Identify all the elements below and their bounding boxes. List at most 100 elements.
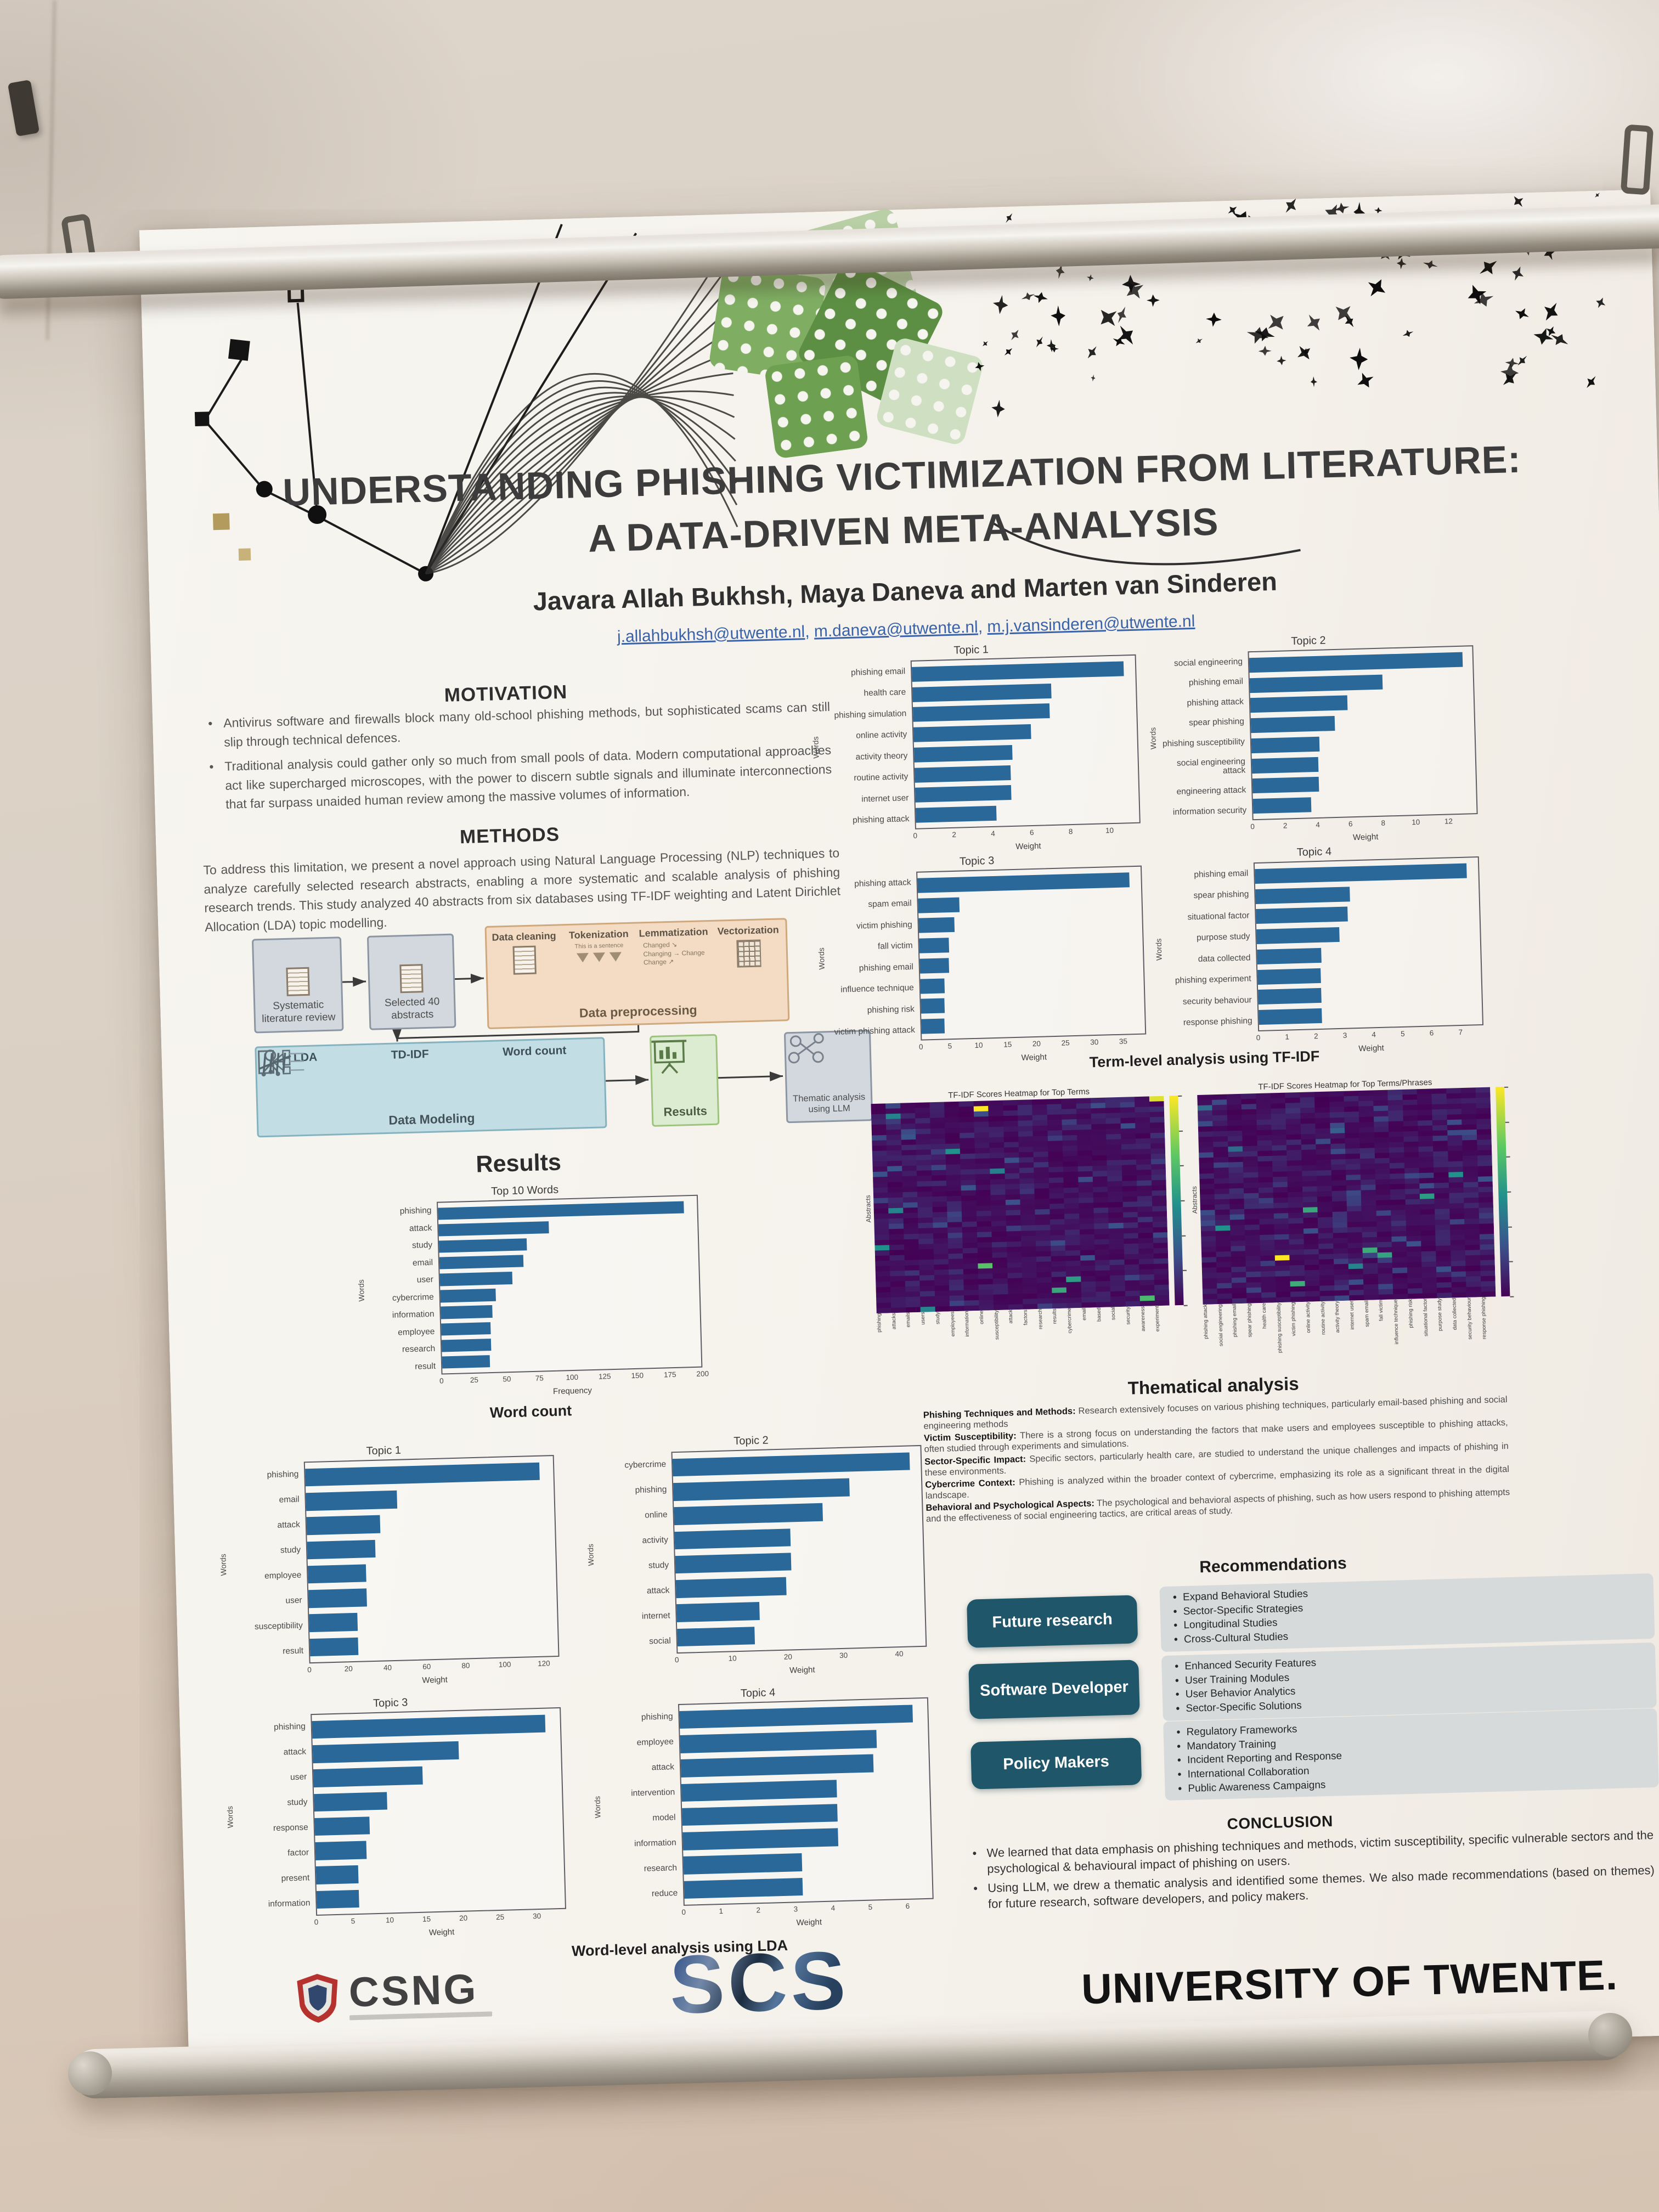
bird-icon (1276, 355, 1286, 365)
bar (683, 1853, 803, 1875)
category-label: activity theory (855, 751, 908, 762)
category-label: study (287, 1797, 308, 1808)
category-labels: phishing email health care phishing simula… (820, 661, 915, 832)
x-tick: 75 (535, 1374, 544, 1383)
term-label: online (979, 1310, 985, 1325)
term-label: social (1110, 1307, 1117, 1321)
category-label: user (416, 1274, 434, 1285)
bird-icon (1302, 311, 1325, 335)
bar (1249, 652, 1463, 673)
category-label: attack (277, 1520, 301, 1530)
x-tick: 0 (918, 1042, 923, 1051)
bar (919, 938, 950, 953)
thematic-lead: Victim Susceptibility: (923, 1431, 1017, 1444)
bar (1249, 674, 1383, 693)
bar (914, 765, 1012, 783)
email-wrap: m.daneva@utwente.nl (814, 618, 983, 641)
bar (441, 1305, 493, 1319)
term-label: cybercrime (1066, 1308, 1074, 1334)
term-label: victim phishing (1290, 1302, 1297, 1336)
flow-box-label: Systematic literature review (262, 998, 336, 1025)
chart-lda-topic-4: Topic 4 Words phishing employee attack interv… (588, 1683, 934, 1933)
x-tick: 0 (681, 1908, 686, 1917)
category-labels: phishing attack spam email victim phishing… (826, 872, 921, 1043)
bar (441, 1338, 492, 1352)
plot-area (671, 1444, 927, 1654)
category-label: influence technique (840, 983, 915, 995)
term-label: email (1081, 1307, 1088, 1321)
term-label: data collected (1452, 1297, 1458, 1330)
row-label: Policy Makers (970, 1737, 1142, 1790)
category-label: attack (283, 1747, 307, 1757)
category-label: factor (287, 1848, 309, 1858)
x-tick: 6 (1429, 1029, 1434, 1037)
x-tick: 35 (1119, 1037, 1128, 1046)
term-label: spear phishing (1246, 1303, 1254, 1338)
row-bullets-panel: Expand Behavioral StudiesSector-Specific… (1159, 1573, 1655, 1652)
bar (438, 1238, 527, 1253)
row-label: Software Developer (968, 1660, 1140, 1719)
chart-top-10-words: Top 10 Words Words phishing attack study emai… (352, 1180, 709, 1425)
scs-logo: SCS (668, 1933, 850, 2031)
chart-lda-topic-3: Topic 3 Words phishing attack user study respo… (221, 1692, 567, 1943)
category-label: phishing email (1194, 868, 1249, 879)
chart-body: Words social engineering phishing email phi… (1144, 645, 1478, 823)
csng-logo: CSNG (294, 1966, 493, 2025)
category-label: user (285, 1595, 302, 1606)
bird-icon (1353, 369, 1377, 392)
category-label: cybercrime (392, 1292, 434, 1303)
bar-chart: Topic 2 Words cybercrime phishing online acti… (581, 1430, 928, 1681)
university-of-twente-logo: UNIVERSITY OF TWENTE. (1081, 1951, 1618, 2013)
x-tick: 3 (793, 1905, 798, 1914)
bar (681, 1779, 838, 1802)
x-tick: 0 (439, 1376, 444, 1385)
document-icon (285, 967, 310, 996)
plot-area (1253, 856, 1484, 1032)
bar (1250, 716, 1335, 733)
presentation-icon (651, 1040, 687, 1074)
bird-icon (1032, 291, 1049, 305)
step-lemmatization: Lemmatization Changed ↘ Changing → Chang… (636, 926, 712, 972)
x-tick: 25 (470, 1375, 479, 1385)
category-label: social (648, 1636, 672, 1646)
category-label: information security (1172, 805, 1247, 817)
category-label: spam email (868, 899, 912, 910)
x-tick: 30 (839, 1651, 848, 1660)
category-label: phishing attack (1187, 697, 1244, 708)
category-label: phishing attack (852, 814, 910, 825)
term-label: security (1125, 1306, 1132, 1325)
x-tick: 100 (566, 1373, 579, 1382)
bar-chart: Topic 4 Words phishing employee attack interv… (588, 1683, 934, 1933)
x-tick: 15 (422, 1915, 431, 1923)
x-term-labels: phishing attack social engineering phishin… (1203, 1296, 1512, 1369)
category-label: study (648, 1560, 669, 1571)
x-tick: 20 (459, 1914, 468, 1922)
lemma-result: Change (681, 948, 705, 957)
category-label: internet user (861, 793, 909, 804)
bar (312, 1714, 546, 1739)
category-label: employee (636, 1737, 674, 1748)
term-label: study (935, 1311, 941, 1324)
chart-body: Words phishing employee attack intervention m… (588, 1697, 934, 1909)
bar (677, 1626, 755, 1647)
bar (674, 1503, 823, 1526)
term-label: fall victim (1378, 1299, 1385, 1322)
x-tick: 10 (1412, 817, 1420, 827)
bar (1251, 757, 1319, 774)
row-label: Future research (967, 1595, 1138, 1648)
bar (918, 897, 960, 913)
category-label: phishing email (1188, 676, 1244, 688)
broom-document-icon (512, 945, 537, 975)
bird-icon (980, 339, 990, 348)
bar-chart: Topic 1 Words phishing email attack study empl… (213, 1440, 560, 1691)
x-tick: 1 (719, 1906, 724, 1916)
bar (315, 1865, 359, 1884)
bar (911, 661, 1124, 682)
chart-lda-topic-2: Topic 2 Words cybercrime phishing online acti… (581, 1430, 928, 1681)
bird-icon (1538, 298, 1562, 325)
bird-icon (1206, 312, 1222, 327)
bird-icon (1094, 302, 1124, 332)
bar (915, 785, 1012, 803)
category-label: phishing email (850, 666, 906, 678)
category-label: reduce (651, 1888, 678, 1899)
